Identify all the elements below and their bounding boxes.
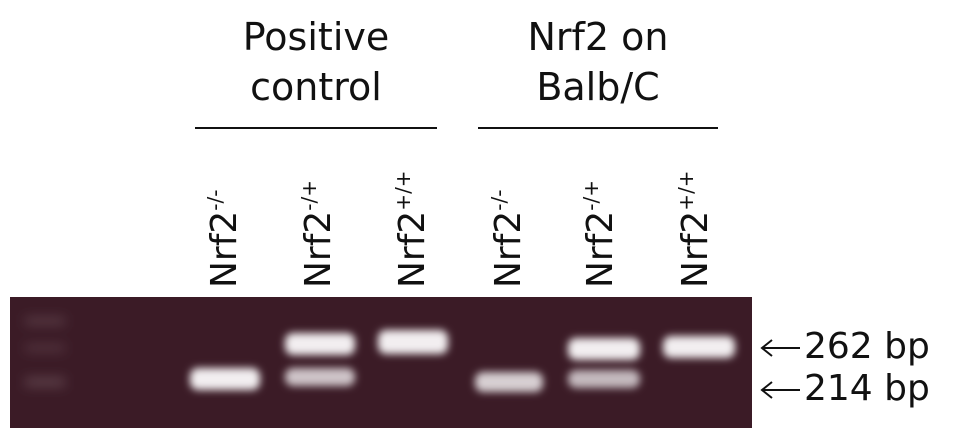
- group-title: Balb/C: [536, 65, 659, 109]
- group-title: Positive: [243, 15, 390, 59]
- lane-genotype: -/-: [203, 190, 227, 211]
- band-size-label: 262 bp: [804, 326, 930, 367]
- lane-label: Nrf2-/+: [579, 180, 621, 288]
- lane-label: Nrf2-/-: [203, 190, 245, 288]
- lane-genotype: +/+: [674, 170, 698, 210]
- lane-name: Nrf2: [204, 211, 245, 288]
- lane-name: Nrf2: [392, 211, 433, 288]
- lane-genotype: -/-: [487, 190, 511, 211]
- group-title: Nrf2 on: [527, 15, 668, 59]
- lane-label: Nrf2+/+: [391, 170, 433, 288]
- figure: PositivecontrolNrf2-/-Nrf2-/+Nrf2+/+Nrf2…: [0, 0, 960, 429]
- lane-name: Nrf2: [580, 211, 621, 288]
- lane-name: Nrf2: [675, 211, 716, 288]
- lane-label: Nrf2+/+: [674, 170, 716, 288]
- lane-genotype: +/+: [391, 170, 415, 210]
- gel: [10, 297, 752, 428]
- group-title: control: [250, 65, 382, 109]
- lane-genotype: -/+: [579, 180, 603, 211]
- lane-label: Nrf2-/+: [297, 180, 339, 288]
- lane-name: Nrf2: [488, 211, 529, 288]
- marker-arrows: [762, 340, 800, 398]
- lane-label: Nrf2-/-: [487, 190, 529, 288]
- band-size-label: 214 bp: [804, 368, 930, 409]
- lane-name: Nrf2: [298, 211, 339, 288]
- lane-genotype: -/+: [297, 180, 321, 211]
